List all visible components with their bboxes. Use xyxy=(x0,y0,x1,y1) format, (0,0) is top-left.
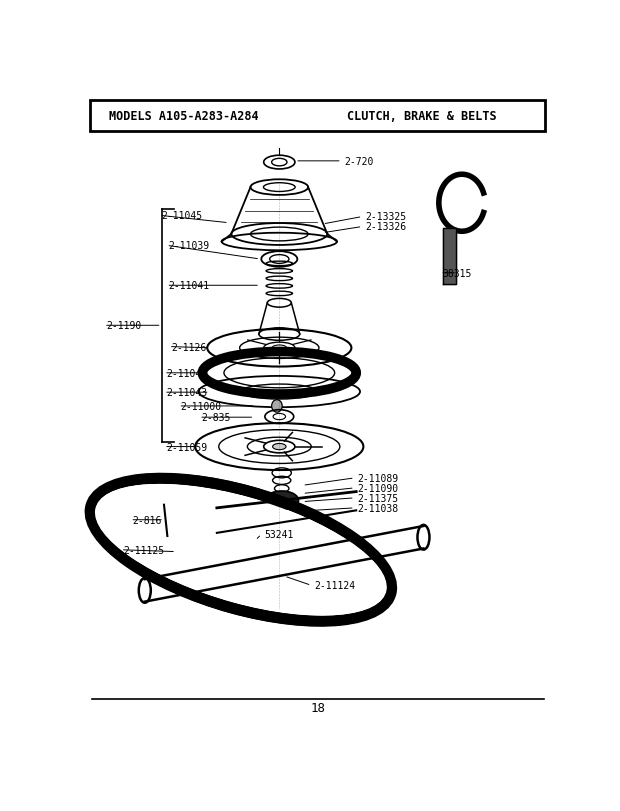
Text: 2-11375: 2-11375 xyxy=(357,493,398,503)
Text: 2-816: 2-816 xyxy=(133,515,162,525)
Text: 53241: 53241 xyxy=(264,530,293,539)
Text: 2-11090: 2-11090 xyxy=(357,483,398,493)
FancyBboxPatch shape xyxy=(91,101,545,132)
Text: 18: 18 xyxy=(310,702,326,714)
Text: 2-720: 2-720 xyxy=(344,157,374,166)
Text: 2-13325: 2-13325 xyxy=(365,212,406,222)
Text: 2-11000: 2-11000 xyxy=(181,401,222,411)
Polygon shape xyxy=(443,229,456,285)
Text: MODELS A105-A283-A284: MODELS A105-A283-A284 xyxy=(108,110,259,123)
Ellipse shape xyxy=(272,400,282,413)
Text: 2-1126: 2-1126 xyxy=(171,342,206,352)
Text: 38315: 38315 xyxy=(443,268,472,278)
Text: 2-1190: 2-1190 xyxy=(107,321,141,331)
Text: 2-11041: 2-11041 xyxy=(169,281,210,291)
Text: 2-11045: 2-11045 xyxy=(162,211,203,221)
Ellipse shape xyxy=(182,516,199,526)
Text: 2-11125: 2-11125 xyxy=(123,545,164,555)
Text: 2-11042: 2-11042 xyxy=(166,368,208,378)
Text: 2-11059: 2-11059 xyxy=(166,442,208,452)
Text: 2-11043: 2-11043 xyxy=(166,388,208,397)
Text: 2-11124: 2-11124 xyxy=(314,581,355,590)
Text: 2-11038: 2-11038 xyxy=(357,504,398,513)
Ellipse shape xyxy=(273,444,286,450)
Text: 2-11089: 2-11089 xyxy=(357,474,398,483)
Text: 2-13326: 2-13326 xyxy=(365,222,406,232)
Ellipse shape xyxy=(95,484,387,616)
Ellipse shape xyxy=(265,491,298,510)
Text: 2-11039: 2-11039 xyxy=(169,241,210,251)
Text: 2-835: 2-835 xyxy=(202,413,231,423)
Text: CLUTCH, BRAKE & BELTS: CLUTCH, BRAKE & BELTS xyxy=(347,110,496,123)
